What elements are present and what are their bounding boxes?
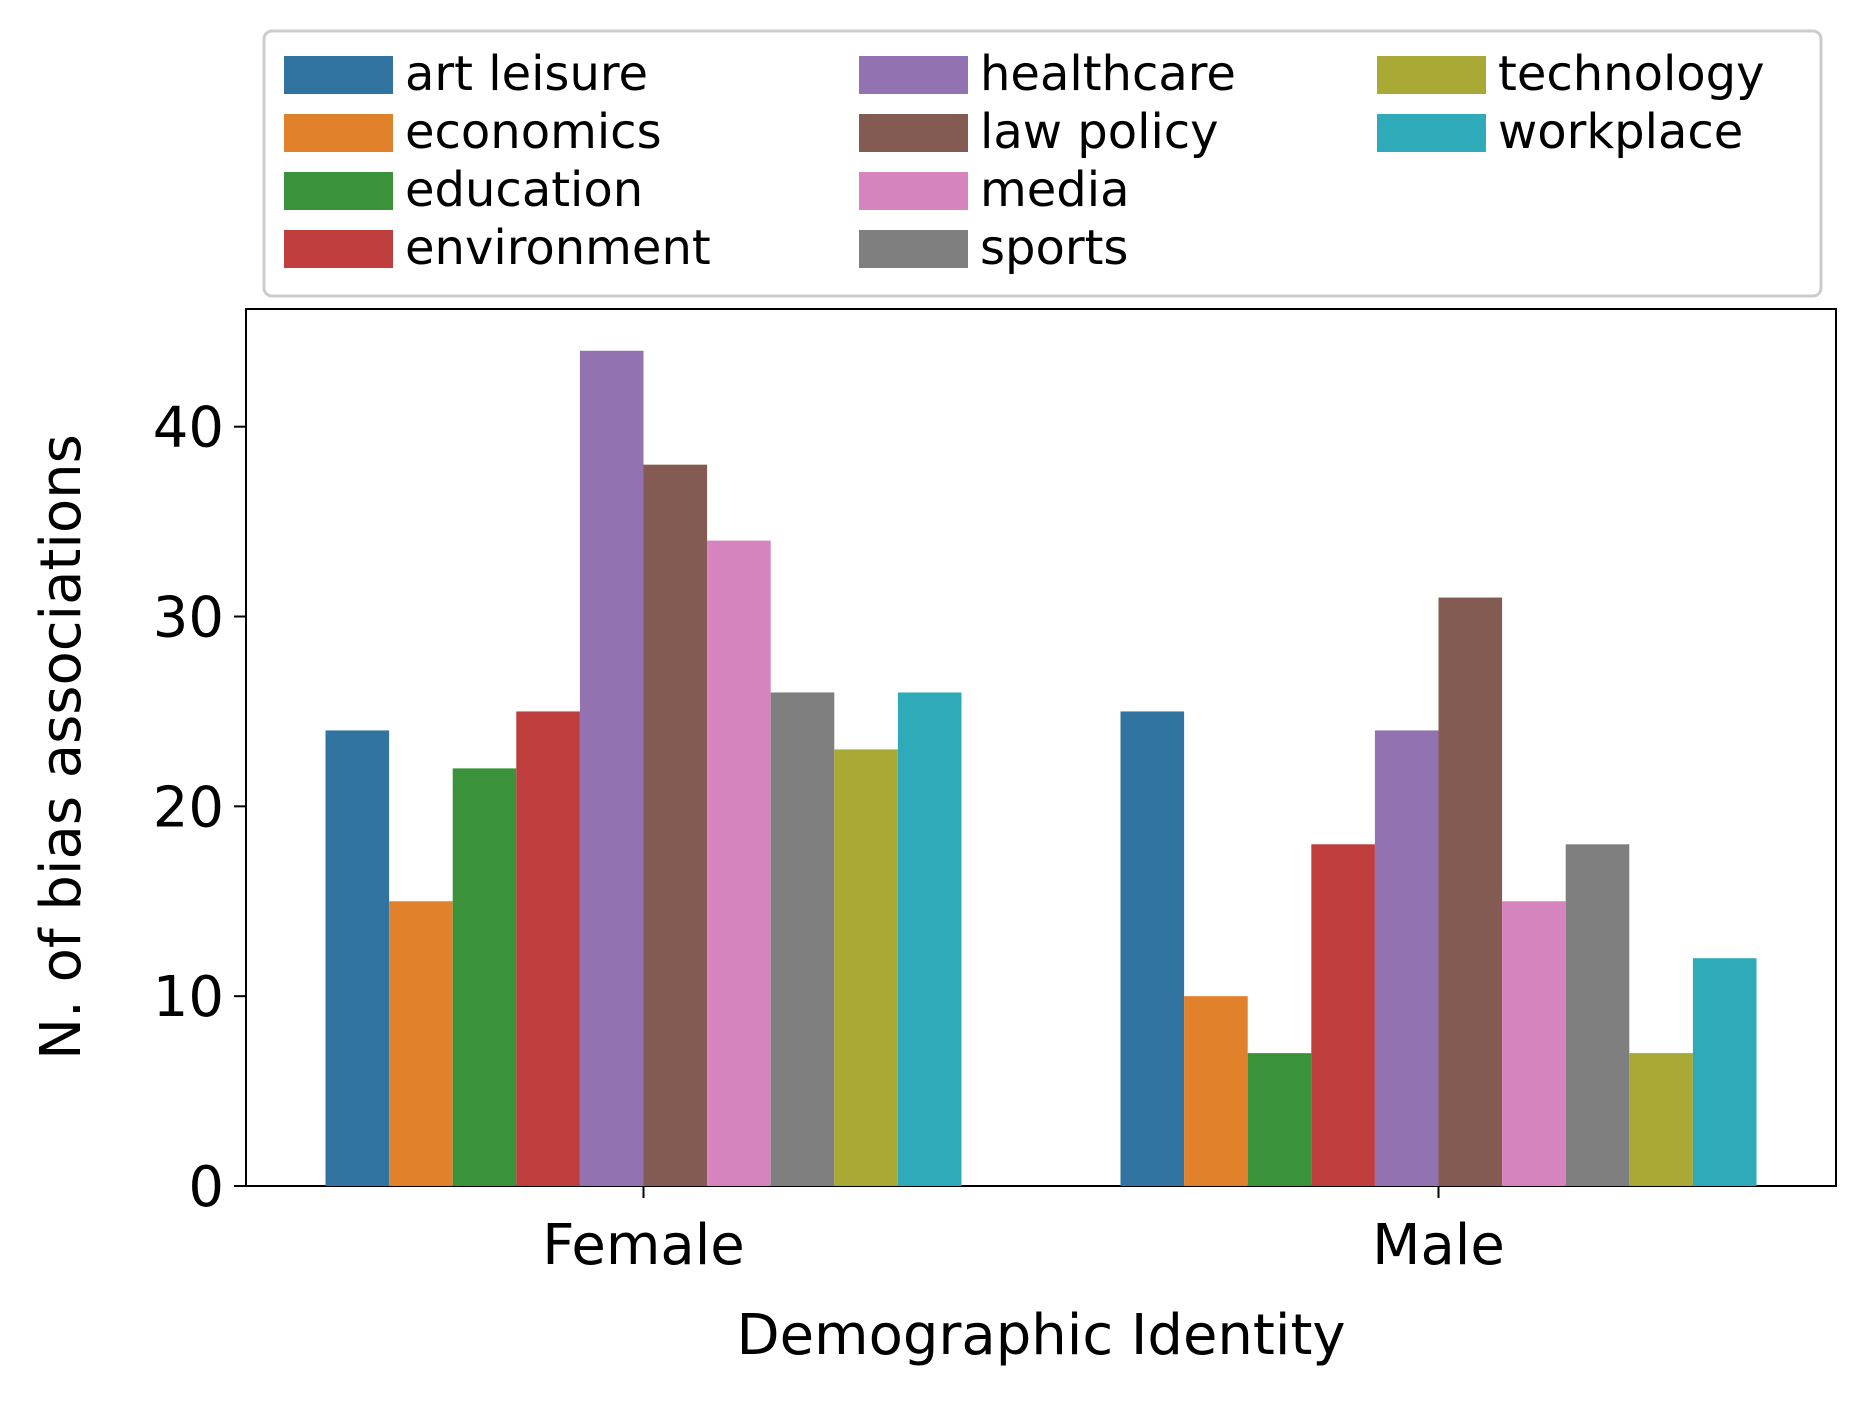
legend-label-art-leisure: art leisure [405, 46, 648, 102]
legend-label-sports: sports [980, 220, 1128, 276]
bar-male-law-policy [1438, 597, 1503, 1186]
legend: art leisureeconomicseducationenvironment… [262, 29, 1823, 298]
y-axis: 0 10 20 30 40 [153, 396, 246, 1220]
y-axis-label: N. of bias associations [29, 434, 94, 1060]
legend-swatch-law-policy [859, 114, 968, 152]
bar-male-education [1247, 1053, 1312, 1186]
bar-male-workplace [1692, 958, 1757, 1186]
bar-female-sports [770, 692, 835, 1186]
bar-male-technology [1629, 1053, 1693, 1186]
bar-male-healthcare [1374, 730, 1439, 1186]
y-tick-label: 10 [153, 965, 224, 1030]
legend-label-technology: technology [1498, 46, 1765, 102]
bar-male-art-leisure [1120, 711, 1185, 1186]
y-tick-label: 40 [153, 396, 224, 461]
legend-swatch-environment [284, 230, 393, 268]
legend-label-economics: economics [405, 104, 662, 160]
legend-label-law-policy: law policy [980, 104, 1219, 160]
plot-area-frame [245, 308, 1837, 1187]
x-tick-label-female: Female [542, 1213, 744, 1278]
legend-swatch-education [284, 172, 393, 210]
y-tick-label: 30 [153, 586, 224, 651]
bar-female-law-policy [643, 464, 708, 1186]
bar-female-art-leisure [325, 730, 390, 1186]
x-tick-label-male: Male [1372, 1213, 1505, 1278]
bar-female-environment [516, 711, 580, 1186]
bar-male-media [1502, 901, 1566, 1186]
legend-swatch-art-leisure [284, 56, 393, 94]
bar-female-education [452, 768, 517, 1186]
y-tick-label: 20 [153, 775, 224, 840]
bar-female-technology [834, 749, 898, 1186]
legend-label-media: media [980, 162, 1130, 218]
legend-label-healthcare: healthcare [980, 46, 1236, 102]
legend-swatch-technology [1377, 56, 1486, 94]
x-axis: Female Male [542, 1186, 1505, 1278]
legend-swatch-economics [284, 114, 393, 152]
legend-swatch-sports [859, 230, 968, 268]
bars [325, 350, 1757, 1186]
legend-label-workplace: workplace [1498, 104, 1743, 160]
bar-female-workplace [897, 692, 962, 1186]
y-tick-label: 0 [188, 1155, 224, 1220]
bar-female-healthcare [579, 350, 644, 1186]
legend-swatch-workplace [1377, 114, 1486, 152]
bar-male-economics [1184, 996, 1248, 1186]
bar-female-economics [389, 901, 453, 1186]
bar-male-environment [1311, 844, 1375, 1186]
legend-swatch-media [859, 172, 968, 210]
legend-label-education: education [405, 162, 643, 218]
legend-swatch-healthcare [859, 56, 968, 94]
legend-frame [262, 29, 1823, 298]
bar-female-media [707, 540, 771, 1186]
legend-label-environment: environment [405, 220, 711, 276]
bar-male-sports [1565, 844, 1630, 1186]
x-axis-label: Demographic Identity [736, 1303, 1345, 1368]
